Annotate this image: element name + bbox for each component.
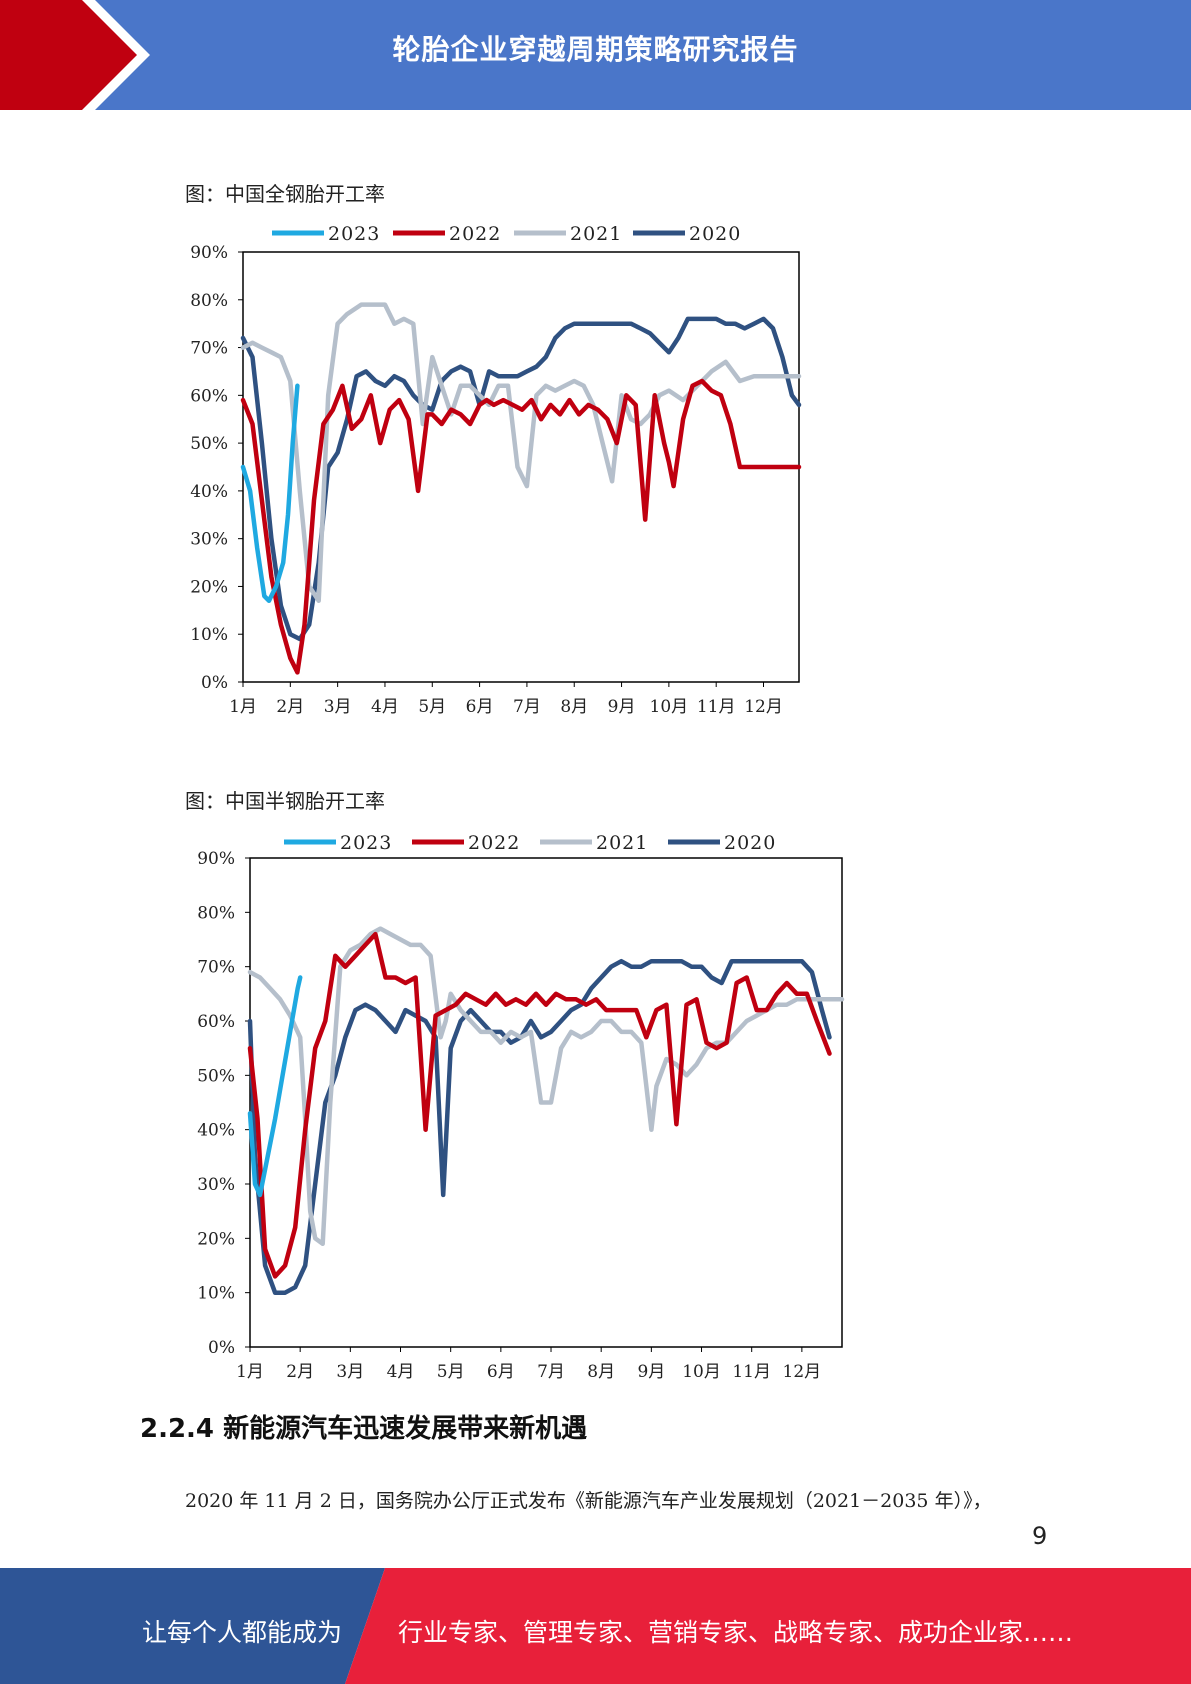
legend-label-2023: 2023	[340, 832, 392, 854]
x-tick-label: 4月	[371, 697, 399, 717]
y-tick-label: 0%	[208, 1338, 235, 1358]
page-number: 9	[1032, 1522, 1048, 1550]
footer-slogan-right: 行业专家、管理专家、营销专家、战略专家、成功企业家……	[398, 1618, 1074, 1647]
x-tick-label: 2月	[276, 697, 304, 717]
series-line-2021	[247, 926, 845, 1247]
x-tick-label: 4月	[387, 1362, 415, 1382]
x-tick-label: 1月	[229, 697, 257, 717]
series-line-2023	[240, 383, 300, 604]
y-tick-label: 90%	[197, 849, 235, 869]
y-tick-label: 10%	[197, 1284, 235, 1304]
legend-label-2022: 2022	[449, 223, 501, 245]
plot-frame	[249, 857, 843, 1348]
x-tick-label: 1月	[236, 1362, 264, 1382]
x-tick-label: 8月	[587, 1362, 615, 1382]
page-header: 轮胎企业穿越周期策略研究报告	[0, 0, 1191, 110]
x-tick-label: 6月	[487, 1362, 515, 1382]
legend-label-2021: 2021	[570, 223, 622, 245]
y-tick-label: 50%	[190, 434, 228, 454]
semi-steel-tire-operating-rate-chart: 0% 10% 20% 30% 40% 50% 60% 70% 80% 90% 1月 2月 3月 4月 5月 6…	[197, 832, 845, 1382]
x-tick-label: 7月	[513, 697, 541, 717]
header-arrow-graphic	[0, 0, 150, 110]
x-tick-label: 5月	[418, 697, 446, 717]
footer-slogan-left: 让每个人都能成为	[142, 1618, 343, 1647]
x-tick-label: 3月	[324, 697, 352, 717]
y-tick-label: 30%	[197, 1175, 235, 1195]
x-tick-label: 9月	[637, 1362, 665, 1382]
body-paragraph: 2020 年 11 月 2 日，国务院办公厅正式发布《新能源汽车产业发展规划（2…	[185, 1490, 992, 1512]
x-tick-label: 5月	[437, 1362, 465, 1382]
series-line-2020	[247, 958, 832, 1295]
section-heading: 2.2.4 新能源汽车迅速发展带来新机遇	[140, 1414, 588, 1444]
y-tick-label: 50%	[197, 1066, 235, 1086]
report-title: 轮胎企业穿越周期策略研究报告	[392, 33, 799, 66]
x-tick-label: 11月	[697, 697, 736, 717]
x-tick-label: 7月	[537, 1362, 565, 1382]
y-tick-label: 40%	[197, 1121, 235, 1141]
y-tick-label: 20%	[197, 1229, 235, 1249]
x-tick-label: 11月	[732, 1362, 771, 1382]
y-tick-label: 70%	[197, 958, 235, 978]
legend-label-2021: 2021	[596, 832, 648, 854]
steel-tire-operating-rate-chart: 0% 10% 20% 30% 40% 50% 60% 70% 80% 90% 1月 2月 3月 4月 5月 6…	[190, 223, 802, 717]
footer-banner	[0, 1568, 1191, 1684]
y-tick-label: 40%	[190, 482, 228, 502]
y-tick-label: 0%	[201, 673, 228, 693]
series-line-2022	[240, 378, 802, 675]
legend-label-2022: 2022	[468, 832, 520, 854]
x-tick-label: 3月	[336, 1362, 364, 1382]
legend-label-2023: 2023	[328, 223, 380, 245]
x-tick-label: 10月	[650, 697, 689, 717]
x-tick-label: 8月	[560, 697, 588, 717]
x-tick-label: 2月	[286, 1362, 314, 1382]
x-tick-label: 12月	[783, 1362, 822, 1382]
semi-steel-chart-caption: 图：中国半钢胎开工率	[185, 789, 385, 813]
y-tick-label: 80%	[190, 291, 228, 311]
y-tick-label: 60%	[197, 1012, 235, 1032]
series-line-2021	[240, 302, 802, 604]
y-tick-label: 10%	[190, 625, 228, 645]
y-tick-label: 70%	[190, 339, 228, 359]
legend-label-2020: 2020	[724, 832, 776, 854]
series-line-2020	[240, 316, 802, 642]
y-tick-label: 20%	[190, 577, 228, 597]
x-tick-label: 12月	[744, 697, 783, 717]
legend-label-2020: 2020	[689, 223, 741, 245]
x-tick-label: 6月	[466, 697, 494, 717]
series-line-2023	[247, 975, 303, 1198]
y-tick-label: 90%	[190, 243, 228, 263]
series-line-2022	[247, 931, 832, 1279]
x-tick-label: 9月	[608, 697, 636, 717]
steel-chart-caption: 图：中国全钢胎开工率	[185, 182, 385, 206]
y-tick-label: 80%	[197, 903, 235, 923]
y-tick-label: 30%	[190, 530, 228, 550]
x-tick-label: 10月	[682, 1362, 721, 1382]
y-tick-label: 60%	[190, 386, 228, 406]
